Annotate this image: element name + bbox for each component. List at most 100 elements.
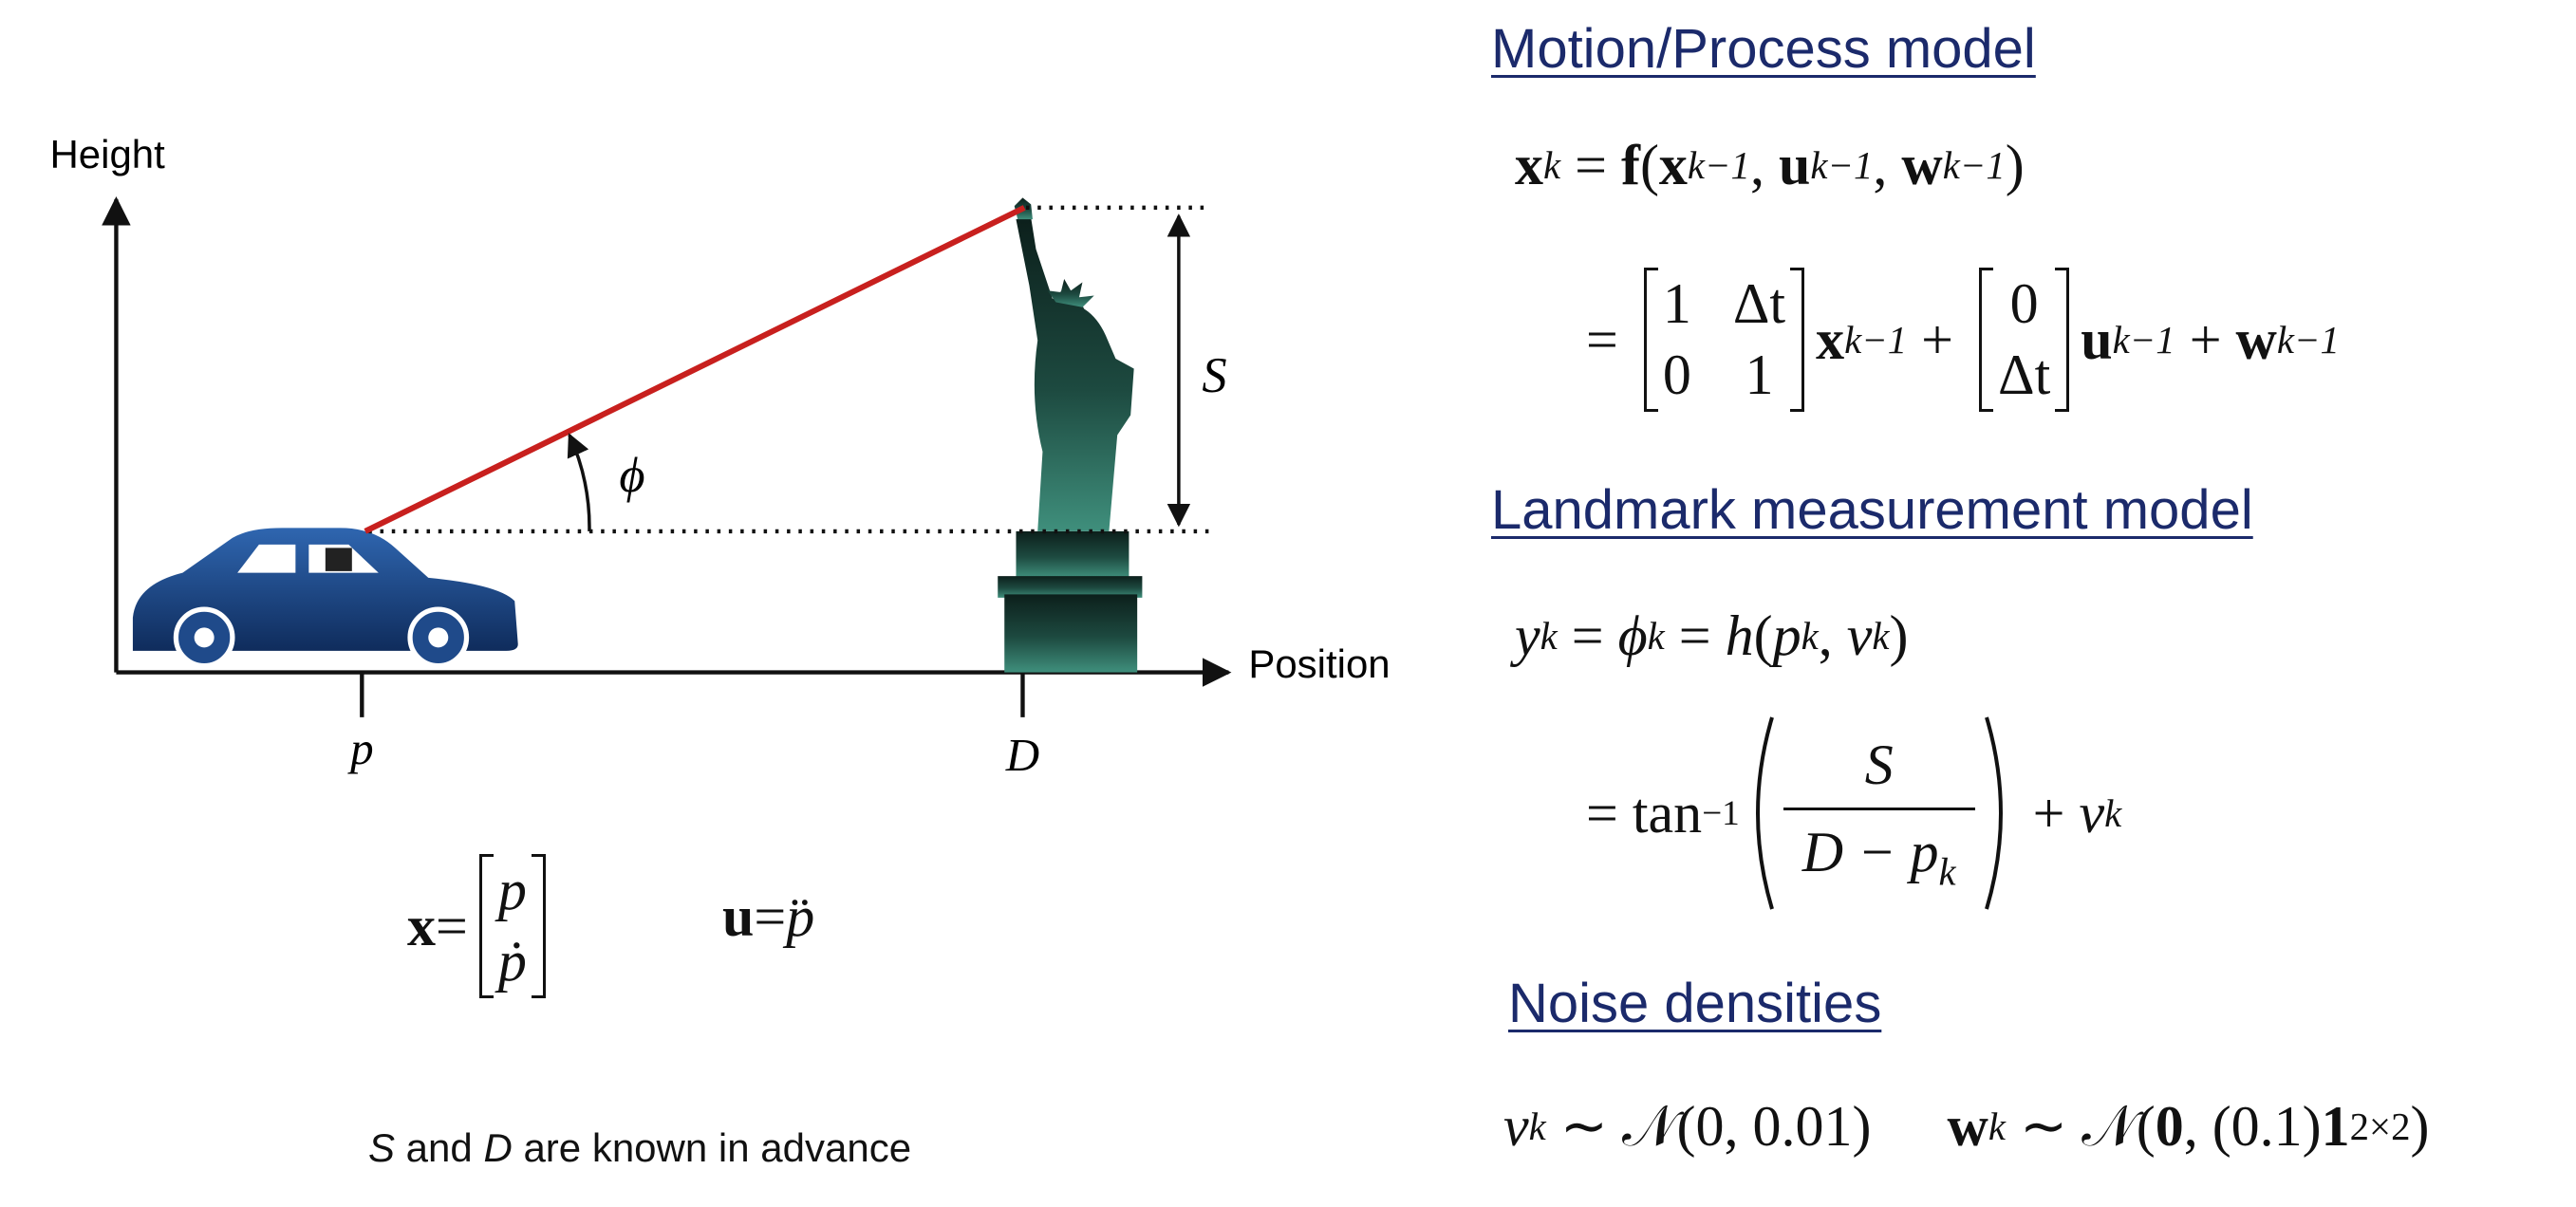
matrix-entry: 1 xyxy=(1745,344,1774,406)
eq-token: + xyxy=(1907,307,1968,371)
eq-token: ( xyxy=(1753,604,1773,667)
eq-token: k−1 xyxy=(1687,144,1750,187)
matrix: 1 Δt 0 1 xyxy=(1643,268,1805,412)
matrix-entry: Δt xyxy=(1998,344,2051,406)
eq-token: k xyxy=(1543,144,1561,187)
eq-token: x xyxy=(1816,307,1845,371)
eq-token: p̈ xyxy=(786,885,815,948)
eq-token: 𝒩 xyxy=(2081,1094,2137,1158)
tick-label: D xyxy=(1005,729,1039,781)
eq-token: k xyxy=(1540,615,1558,658)
eq-token: k xyxy=(1801,615,1819,658)
eq-token: ∼ xyxy=(2005,1095,2082,1158)
eq-token: u xyxy=(1778,134,1811,196)
matrix-entry: 0 xyxy=(2009,272,2039,335)
eq-token: = xyxy=(436,894,468,957)
eq-token: w xyxy=(1901,134,1943,196)
eq-token: + xyxy=(2175,307,2236,371)
fraction: S D − pk xyxy=(1783,733,1975,894)
eq-token: k−1 xyxy=(2276,318,2340,362)
eq-token: ( xyxy=(1639,134,1659,196)
eq-token: k xyxy=(1988,1105,2006,1148)
eq-token: ) xyxy=(2410,1094,2430,1158)
eq-token: k xyxy=(1528,1105,1546,1148)
section-heading: Landmark measurement model xyxy=(1491,479,2253,541)
eq-token: x xyxy=(407,894,436,957)
eq-token: ) xyxy=(2005,134,2025,196)
matrix: 0 Δt xyxy=(1979,268,2070,412)
statue xyxy=(998,197,1143,673)
eq-token: , (0.1) xyxy=(2183,1094,2322,1158)
eq-token: k−1 xyxy=(1844,318,1908,362)
matrix-entry: ṗ xyxy=(497,930,527,993)
eq-token: ϕ xyxy=(1617,604,1648,667)
eq-token: p xyxy=(1910,820,1939,883)
height-label: S xyxy=(1202,348,1226,403)
note: S and D are known in advance xyxy=(368,1125,911,1171)
eq-token: u xyxy=(2081,307,2113,371)
eq-token: v xyxy=(1503,1094,1529,1158)
matrix-entry: Δt xyxy=(1732,272,1786,335)
angle-label: ϕ xyxy=(619,448,644,503)
line-of-sight xyxy=(364,205,1026,534)
eq-token: k xyxy=(2104,791,2122,835)
eq-token: = tan xyxy=(1586,781,1703,845)
eq-token: x xyxy=(1658,134,1688,196)
note-part: are known in advance xyxy=(512,1125,912,1170)
matrix-entry: 0 xyxy=(1662,344,1691,406)
diagram: Height Position p D ϕ S xyxy=(49,132,1390,781)
eq-token: k−1 xyxy=(1942,144,2006,187)
denominator: D − pk xyxy=(1783,807,1975,894)
eq-token: ( xyxy=(2136,1094,2156,1158)
note-part: S xyxy=(368,1125,396,1170)
tick-label: p xyxy=(347,722,373,774)
eq-token: , xyxy=(1749,134,1779,196)
eq-token: = xyxy=(1560,134,1621,196)
matrix-entry: 1 xyxy=(1662,272,1691,335)
eq-token: 0 xyxy=(2155,1094,2184,1158)
y-axis-label: Height xyxy=(49,132,165,176)
note-part: and xyxy=(395,1125,484,1170)
angle-arc xyxy=(567,433,591,531)
eq-token: , xyxy=(1818,604,1847,667)
eq-token: f xyxy=(1620,134,1640,196)
eq-token: 1 xyxy=(2321,1094,2350,1158)
car xyxy=(132,528,518,669)
section-heading: Motion/Process model xyxy=(1491,18,2036,80)
eq-token: D − xyxy=(1801,820,1911,883)
motion-equation: = 1 Δt 0 1 x k−1 + 0 Δt u k−1 + w k−1 xyxy=(1586,268,2340,412)
paren xyxy=(1755,716,1774,910)
x-axis-label: Position xyxy=(1248,641,1390,686)
eq-token: w xyxy=(2235,307,2277,371)
eq-token: h xyxy=(1725,604,1754,667)
eq-token: = xyxy=(1664,604,1726,667)
eq-token: ∼ xyxy=(1545,1095,1623,1158)
eq-token: (0, 0.01) xyxy=(1676,1094,1872,1158)
eq-token: −1 xyxy=(1702,793,1740,833)
numerator: S xyxy=(1864,733,1894,796)
eq-token: k−1 xyxy=(1810,144,1874,187)
eq-token: , xyxy=(1873,134,1902,196)
eq-token: v xyxy=(2079,781,2105,845)
eq-token: w xyxy=(1947,1094,1988,1158)
eq-token: k xyxy=(1938,850,1956,894)
eq-token: x xyxy=(1515,134,1543,196)
eq-token: = xyxy=(754,885,787,948)
eq-token: u xyxy=(722,885,755,948)
eq-token: v xyxy=(1846,604,1873,667)
eq-token: + xyxy=(2018,781,2080,845)
eq-token: ) xyxy=(1889,604,1909,667)
note-part: D xyxy=(483,1125,513,1170)
matrix-entry: p xyxy=(497,859,527,921)
section-heading: Noise densities xyxy=(1508,973,1882,1034)
eq-token: 2×2 xyxy=(2349,1105,2411,1148)
eq-token: y xyxy=(1515,604,1540,667)
eq-token: p xyxy=(1772,604,1801,667)
eq-token: k−1 xyxy=(2112,318,2175,362)
